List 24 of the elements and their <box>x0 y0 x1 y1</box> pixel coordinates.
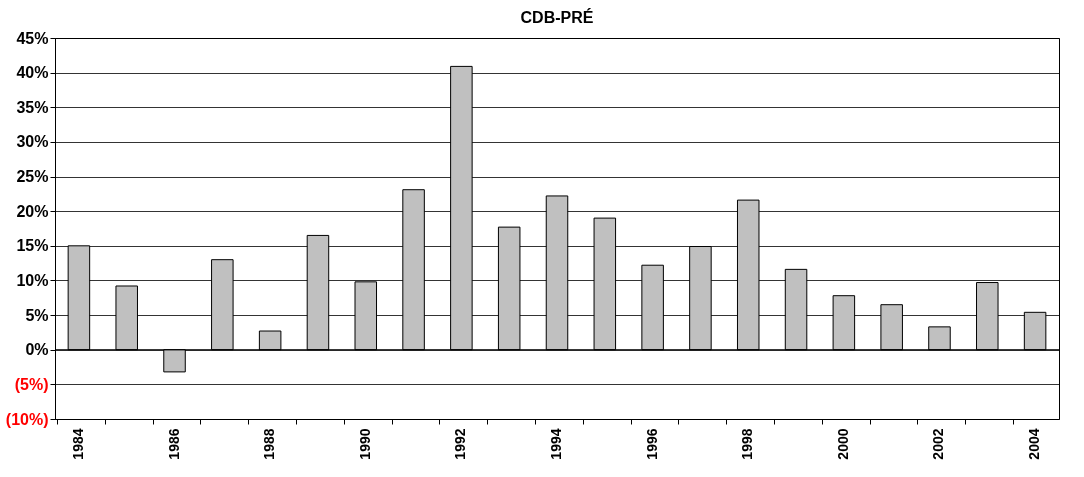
y-tick-label: 0% <box>25 341 49 359</box>
x-tick-label: 2004 <box>1026 428 1043 460</box>
x-tick-label: 2002 <box>930 428 947 460</box>
x-tick-label: 1990 <box>356 428 373 460</box>
y-tick-label: 5% <box>25 306 49 324</box>
y-tick-label: 45% <box>16 29 49 47</box>
y-tick-label: (5%) <box>14 375 49 393</box>
chart-title: CDB-PRÉ <box>520 8 594 26</box>
x-tick-label: 1996 <box>643 428 660 460</box>
y-tick-label: 20% <box>16 202 49 220</box>
x-tick-label: 1988 <box>261 428 278 460</box>
y-tick-label: (10%) <box>5 410 49 428</box>
y-tick-label: 15% <box>16 237 49 255</box>
x-tick-label: 1986 <box>165 428 182 460</box>
x-tick-label: 1998 <box>739 428 756 460</box>
y-tick-label: 40% <box>16 64 49 82</box>
x-tick-label: 1984 <box>69 428 86 460</box>
x-tick-label: 1992 <box>452 428 469 460</box>
y-tick-label: 25% <box>16 168 49 186</box>
y-tick-label: 35% <box>16 98 49 116</box>
y-tick-label: 30% <box>16 133 49 151</box>
x-tick-label: 2000 <box>834 428 851 460</box>
x-tick-label: 1994 <box>548 428 564 460</box>
y-tick-label: 10% <box>16 271 49 289</box>
